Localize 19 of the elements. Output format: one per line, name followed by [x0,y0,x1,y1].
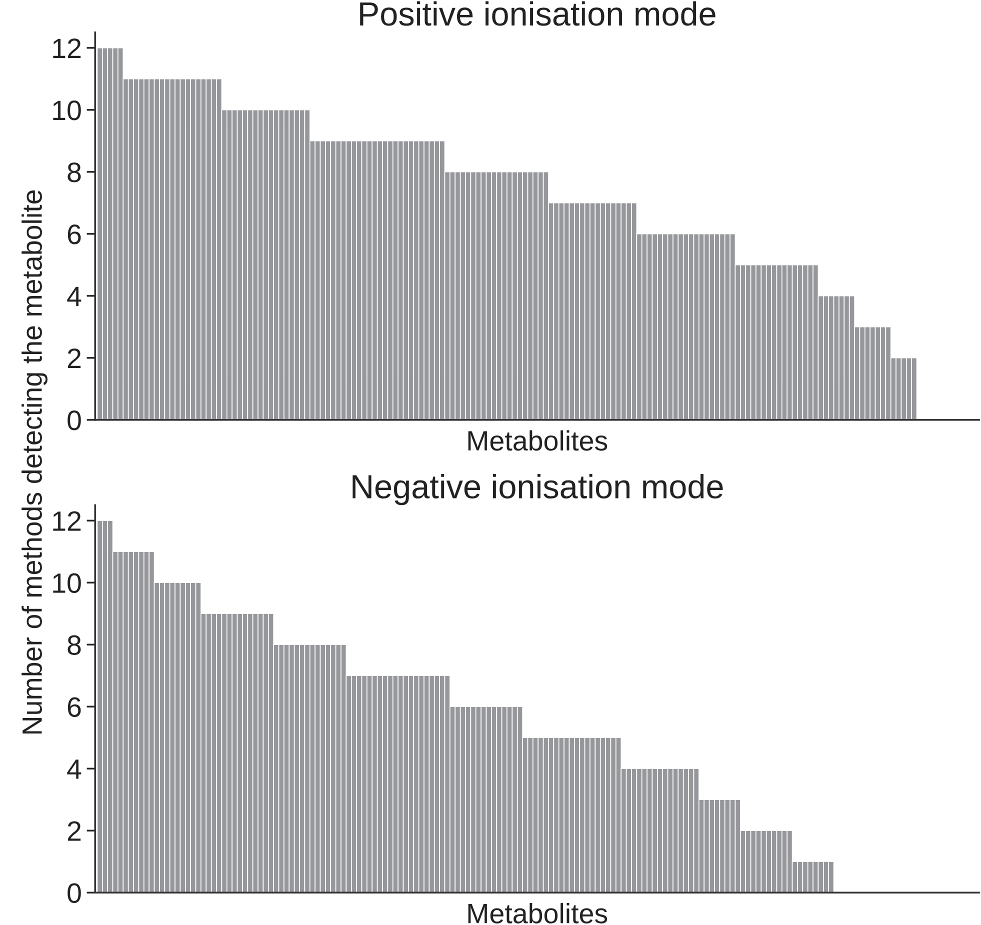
y-tick-label: 4 [67,286,82,306]
x-axis-title: Metabolites [468,430,608,451]
y-tick-label: 2 [68,821,81,841]
y-tick-label: 0 [68,883,81,903]
x-axis-title: Metabolites [468,903,608,924]
y-tick-label: 10 [53,100,81,120]
y-tick-label: 8 [68,635,81,655]
chart-title: Positive ionisation mode [360,1,716,26]
y-tick-label: 0 [68,410,81,430]
y-tick-label: 4 [67,760,82,779]
y-tick-label: 12 [53,511,81,531]
y-tick-label: 12 [53,38,81,58]
y-tick-label: 6 [68,224,81,244]
y-tick-label: 8 [68,162,81,182]
y-tick-label: 2 [68,348,81,368]
y-axis-title: Number of methods detecting the metabolite [22,190,48,734]
chart-title: Negative ionisation mode [352,474,723,506]
y-tick-label: 6 [68,697,81,717]
y-tick-label: 10 [53,573,81,593]
